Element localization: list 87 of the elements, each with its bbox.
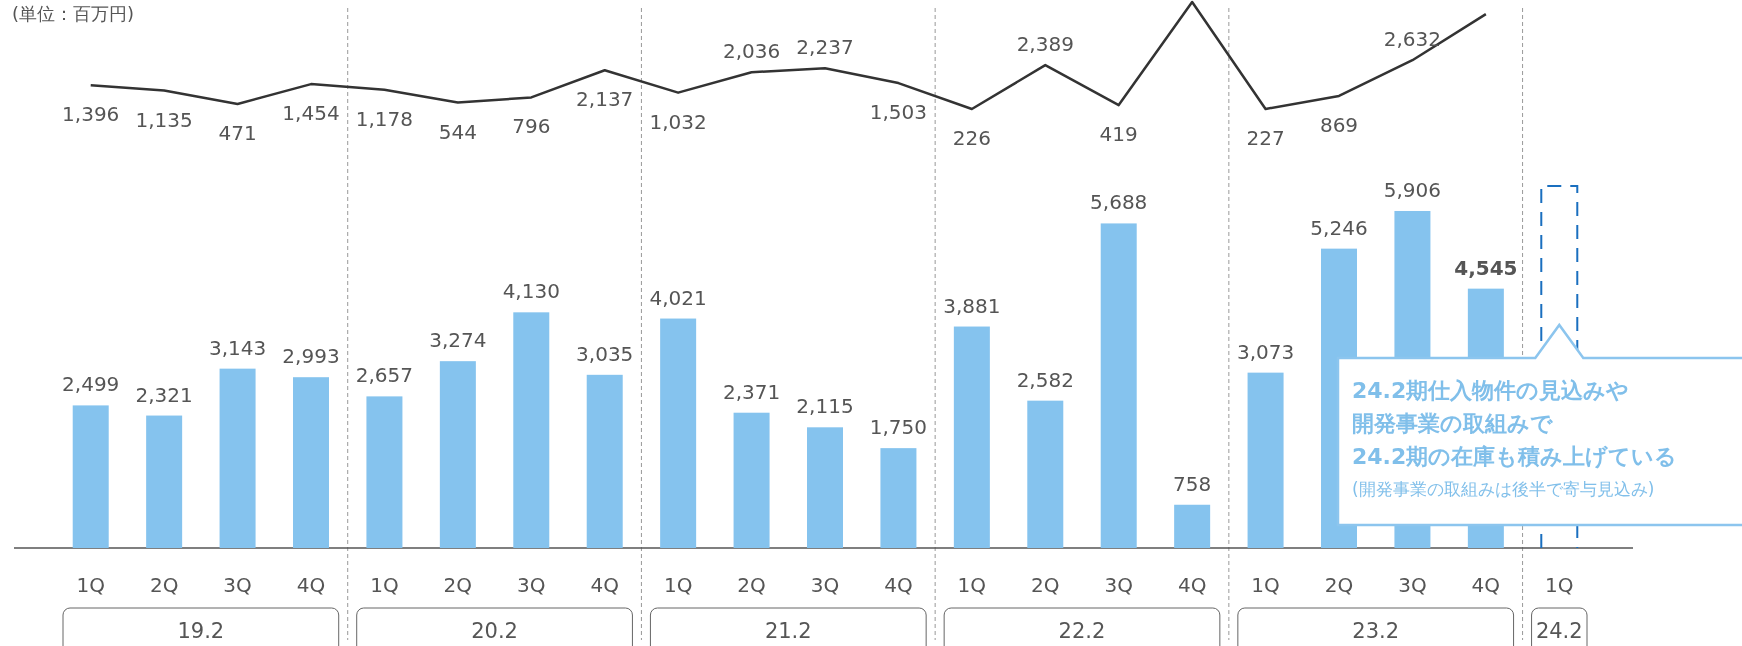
text: 20.2 xyxy=(471,619,518,643)
annotation: 24.2期仕入物件の見込みや xyxy=(1352,378,1630,403)
data-label: 3,073 xyxy=(1236,339,1295,364)
bar xyxy=(733,412,770,548)
bar xyxy=(293,377,329,548)
x-tick-label: 3Q xyxy=(810,573,840,597)
bar xyxy=(1174,504,1211,548)
data-label: 796 xyxy=(512,114,551,139)
x-tick-label: 4Q xyxy=(884,573,913,597)
data-label: 2,632 xyxy=(1383,27,1442,52)
x-tick-label: 2Q xyxy=(1324,573,1354,597)
x-tick-label: 1Q xyxy=(1545,573,1574,597)
bar xyxy=(1027,400,1064,548)
data-label: 5,688 xyxy=(1090,190,1148,215)
data-label: 2,371 xyxy=(722,379,781,404)
bar xyxy=(366,396,403,548)
x-tick-label: 1Q xyxy=(76,573,105,597)
x-tick-label: 2Q xyxy=(443,573,473,597)
bar xyxy=(953,326,990,548)
x-tick-label: 3Q xyxy=(1398,573,1427,597)
data-label: 2,137 xyxy=(576,87,634,112)
x-tick-label: 2Q xyxy=(737,573,766,597)
data-label: 419 xyxy=(1099,122,1138,147)
data-label: 3,881 xyxy=(943,293,1001,318)
text: 19.2 xyxy=(177,619,225,643)
data-label: 2,115 xyxy=(796,394,854,419)
bar xyxy=(660,318,697,548)
bar xyxy=(513,312,550,548)
data-label: 3,035 xyxy=(576,341,634,366)
bar xyxy=(880,448,917,548)
text: 22.2 xyxy=(1058,619,1106,643)
annotation: (単位：百万円) xyxy=(12,3,135,24)
annotation: 開発事業の取組みで xyxy=(1352,411,1553,436)
bar xyxy=(807,427,843,548)
x-tick-label: 4Q xyxy=(1471,573,1501,597)
bar xyxy=(146,415,183,548)
text: 23.2 xyxy=(1352,619,1400,643)
data-label: 544 xyxy=(438,119,477,144)
bar xyxy=(1247,372,1284,548)
data-label: 2,499 xyxy=(62,372,120,397)
x-tick-label: 4Q xyxy=(296,573,326,597)
data-label: 4,545 xyxy=(1454,255,1518,280)
x-tick-label: 1Q xyxy=(1251,573,1280,597)
data-label: 5,906 xyxy=(1383,177,1442,202)
bar xyxy=(219,368,256,548)
x-tick-label: 4Q xyxy=(590,573,619,597)
data-label: 4,130 xyxy=(502,279,560,304)
data-label: 1,750 xyxy=(869,415,928,440)
annotation: (開発事業の取組みは後半で寄与見込み) xyxy=(1352,479,1655,499)
x-tick-label: 2Q xyxy=(1031,573,1060,597)
data-label: 869 xyxy=(1319,112,1359,137)
annotation: 24.2期の在庫も積み上げている xyxy=(1352,444,1678,469)
data-label: 1,032 xyxy=(649,109,707,134)
data-label: 2,657 xyxy=(355,363,414,388)
x-tick-label: 3Q xyxy=(223,573,252,597)
text: 24.2 xyxy=(1535,619,1583,643)
data-label: 226 xyxy=(952,126,991,150)
x-tick-label: 1Q xyxy=(663,573,693,597)
data-label: 2,237 xyxy=(796,35,854,60)
data-label: 2,321 xyxy=(135,382,193,407)
data-label: 3,274 xyxy=(429,328,487,353)
bar xyxy=(586,374,623,548)
data-label: 1,454 xyxy=(282,101,340,126)
text: 21.2 xyxy=(764,619,812,643)
bar xyxy=(439,361,476,548)
x-tick-label: 3Q xyxy=(517,573,546,597)
x-tick-label: 3Q xyxy=(1104,573,1133,597)
data-label: 2,993 xyxy=(282,344,340,369)
x-tick-label: 1Q xyxy=(957,573,987,597)
data-label: 1,503 xyxy=(869,100,928,125)
data-label: 3,143 xyxy=(208,335,267,360)
data-label: 471 xyxy=(218,121,257,146)
data-label: 1,135 xyxy=(135,107,193,132)
data-label: 1,178 xyxy=(355,106,414,131)
x-tick-label: 4Q xyxy=(1177,573,1207,597)
x-tick-label: 1Q xyxy=(370,573,399,597)
data-label: 2,036 xyxy=(722,39,781,64)
data-label: 2,389 xyxy=(1016,32,1074,57)
x-tick-label: 2Q xyxy=(149,573,179,597)
data-label: 5,246 xyxy=(1310,215,1368,240)
bar xyxy=(72,405,109,548)
data-label: 4,021 xyxy=(649,285,707,310)
data-label: 758 xyxy=(1173,471,1212,496)
data-label: 1,396 xyxy=(62,102,120,127)
data-label: 2,582 xyxy=(1016,367,1074,392)
bar xyxy=(1100,223,1137,548)
data-label: 227 xyxy=(1246,125,1285,150)
